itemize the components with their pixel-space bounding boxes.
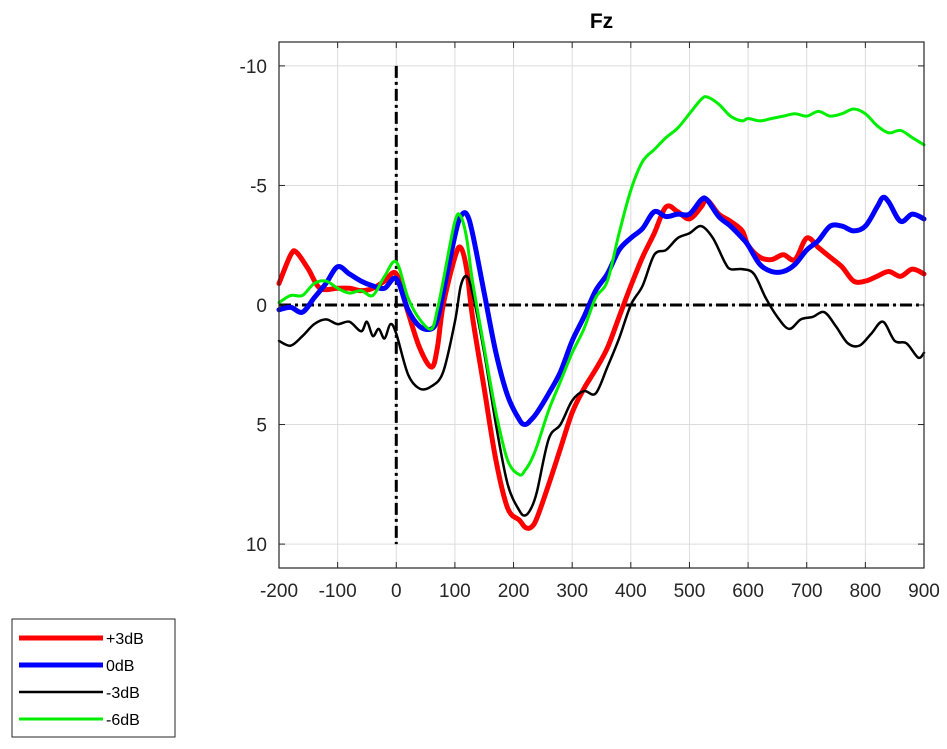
x-tick-label: 900 (908, 581, 940, 602)
series-layer (276, 95, 927, 531)
legend-label-minus6dB: -6dB (106, 712, 140, 729)
y-tick-label: -5 (250, 176, 267, 197)
legend: +3dB 0dB -3dB -6dB (11, 618, 176, 738)
reference-lines (279, 65, 924, 545)
x-tick-label: 200 (498, 581, 530, 602)
legend-label-0dB: 0dB (106, 658, 134, 675)
x-tick-label: 0 (391, 581, 402, 602)
chart-title: Fz (590, 10, 613, 33)
series-line-0dB (276, 194, 927, 428)
x-tick-label: 500 (674, 581, 706, 602)
x-tick-label: 800 (850, 581, 882, 602)
series-line-minus3dB (277, 224, 926, 517)
x-tick-label: 100 (439, 581, 471, 602)
legend-label-plus3dB: +3dB (106, 631, 144, 648)
axis-ticks: -200 -100 0 100 200 300 400 500 600 700 800 900-10-… (240, 42, 940, 602)
x-tick-label: -200 (260, 581, 298, 602)
y-tick-label: 10 (246, 535, 267, 556)
x-tick-label: -100 (319, 581, 357, 602)
x-tick-label: 300 (556, 581, 588, 602)
y-tick-label: -10 (240, 57, 267, 78)
x-tick-label: 700 (791, 581, 823, 602)
legend-label-minus3dB: -3dB (106, 685, 140, 702)
y-tick-label: 0 (256, 296, 267, 317)
x-tick-label: 400 (615, 581, 647, 602)
y-tick-label: 5 (256, 416, 267, 437)
series-line-minus6dB (277, 95, 926, 477)
x-tick-label: 600 (732, 581, 764, 602)
series-line-plus3dB (276, 197, 927, 531)
